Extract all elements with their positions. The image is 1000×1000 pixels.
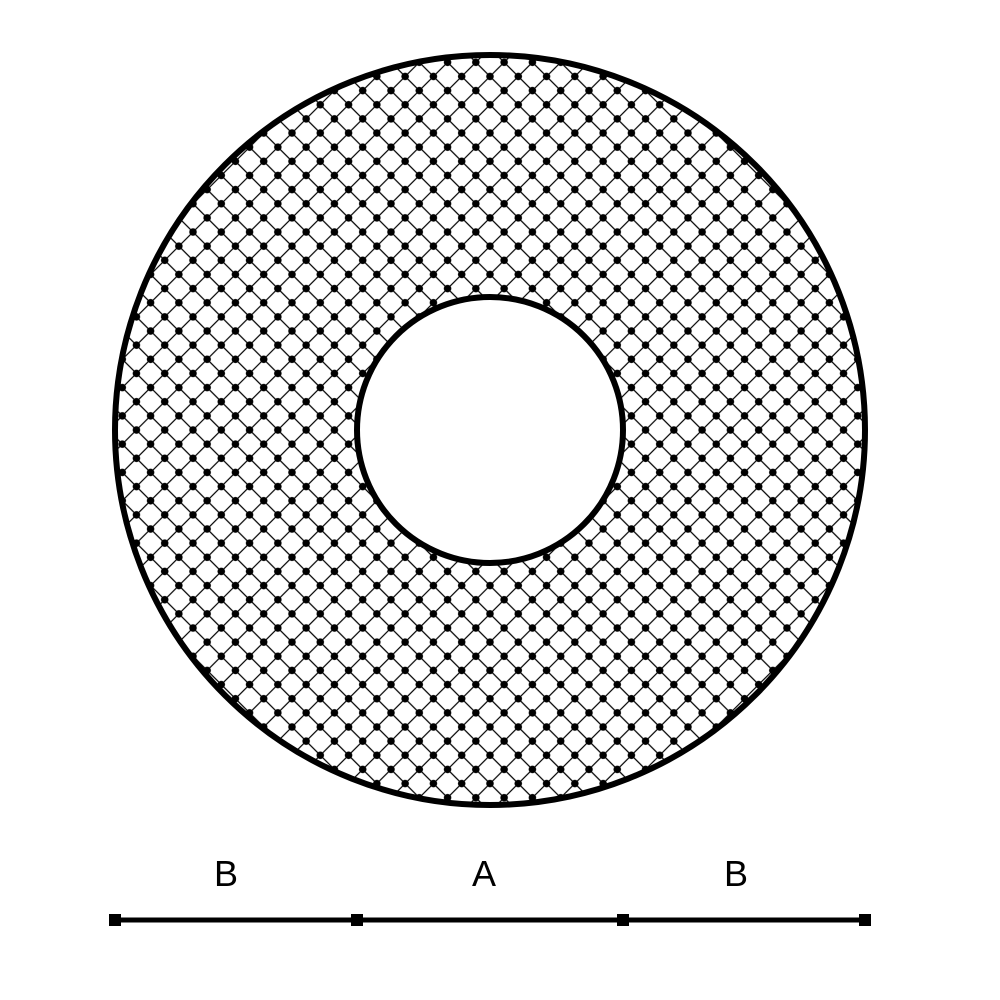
dimension-label-b: B	[724, 853, 748, 894]
dimension-tick	[859, 914, 871, 926]
inner-circle	[357, 297, 623, 563]
dimension-tick	[617, 914, 629, 926]
dimension-line: BAB	[109, 853, 871, 926]
tube-cross-section-diagram: BAB	[0, 0, 1000, 1000]
dimension-tick	[351, 914, 363, 926]
dimension-label-a: A	[472, 853, 496, 894]
dimension-tick	[109, 914, 121, 926]
dimension-label-b: B	[214, 853, 238, 894]
